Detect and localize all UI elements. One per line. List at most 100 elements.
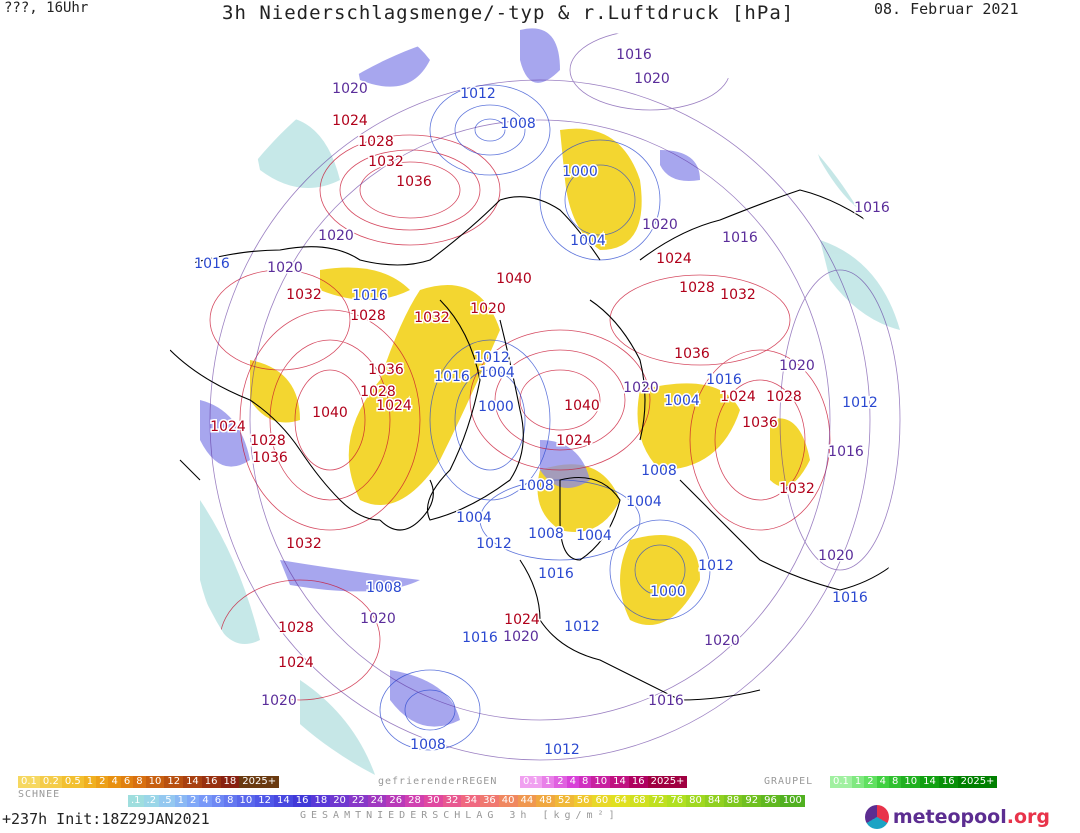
isobar-label: 1008 [410, 737, 446, 753]
isobar-label: 1024 [504, 612, 540, 628]
isobar-label: 1016 [722, 230, 758, 246]
legend-swatch: 4 [108, 776, 121, 788]
legend-swatch: 1 [541, 776, 555, 788]
legend-swatch: 64 [611, 795, 630, 807]
isobar-labels: 1020 1012 1016 1020 1024 1008 1028 1032 1036 1000… [193, 46, 892, 760]
logo-text: meteopool [892, 806, 1007, 828]
legend-swatch: 14 [183, 776, 202, 788]
isobar-label: 1016 [194, 256, 230, 272]
legend-swatch: 12 [164, 776, 184, 788]
isobar-label: 1004 [570, 233, 606, 249]
legend-swatch: 14 [920, 776, 939, 788]
isobar-label: 1024 [720, 389, 756, 405]
isobar-label: 1000 [478, 399, 514, 415]
legend-swatch: 14 [610, 776, 629, 788]
legend-swatch: 80 [686, 795, 705, 807]
isobar-label: 1028 [679, 280, 715, 296]
isobar-label: 1012 [460, 86, 496, 102]
isobar-label: 1020 [818, 548, 854, 564]
isobar-lines-low [379, 84, 711, 751]
isobar-label: 1028 [278, 620, 314, 636]
legend-swatch: 52 [555, 795, 574, 807]
isobar-label: 1024 [376, 398, 412, 414]
isobar-label: 1036 [252, 450, 288, 466]
isobar-label: 1012 [474, 350, 510, 366]
legend-swatch: 48 [536, 795, 555, 807]
graupel-legend-title: GRAUPEL [764, 776, 814, 787]
legend-swatch: .5 [159, 795, 175, 807]
legend-swatch: 0.1 [18, 776, 40, 788]
isobar-label: 1040 [564, 398, 600, 414]
graupel-legend: 0.1 1 2 4 8 10 14 16 2025+ [830, 776, 998, 788]
isobar-label: 1032 [286, 287, 322, 303]
snow-legend: 0.1 0.2 0.5 1 2 4 6 8 10 12 14 16 18 2025+ [18, 776, 280, 788]
isobar-label: 1008 [500, 116, 536, 132]
isobar-label: 1004 [626, 494, 662, 510]
isobar-label: 1028 [360, 384, 396, 400]
legend-swatch: 10 [591, 776, 611, 788]
legend-swatch: 8 [889, 776, 902, 788]
isobar-label: 1024 [332, 113, 368, 129]
legend-swatch: 4 [876, 776, 890, 788]
isobar-label: 1020 [318, 228, 354, 244]
isobar-label: 1016 [706, 372, 742, 388]
isobar-label: 1032 [368, 154, 404, 170]
legend-swatch: 1 [851, 776, 865, 788]
legend-swatch: .1 [128, 795, 144, 807]
legend-swatch: 56 [573, 795, 593, 807]
legend-swatch: 2 [554, 776, 567, 788]
isobar-label: 1004 [576, 528, 612, 544]
isobar-label: 1024 [210, 419, 246, 435]
legend-swatch: 1 [83, 776, 97, 788]
meteopool-logo-icon [864, 805, 889, 829]
isobar-label: 1028 [766, 389, 802, 405]
legend-swatch: 10 [901, 776, 921, 788]
legend-swatch: 32 [442, 795, 462, 807]
isobar-label: 1012 [698, 558, 734, 574]
isobar-label: 1020 [360, 611, 396, 627]
legend-swatch: 8 [224, 795, 237, 807]
legend-swatch: 40 [498, 795, 518, 807]
forecast-date: 08. Februar 2021 [874, 0, 1019, 18]
map-title: 3h Niederschlagsmenge/-typ & r.Luftdruck… [222, 2, 795, 24]
legend-swatch: 6 [211, 795, 225, 807]
isobar-label: 1036 [368, 362, 404, 378]
total-precip-legend: .1.2.5 1 2 4 6 8 10 12 14 16 18 20 22 24 26 28 30 32 34 36 4… [128, 795, 805, 807]
isobar-label: 1024 [556, 433, 592, 449]
legend-swatch: 28 [405, 795, 424, 807]
meteopool-logo[interactable]: meteopool .org [864, 805, 1050, 829]
isobar-label: 1016 [648, 693, 684, 709]
isobar-label: 1020 [470, 301, 506, 317]
isobar-label: 1012 [564, 619, 600, 635]
isobar-label: 1000 [562, 164, 598, 180]
legend-swatch: 10 [145, 776, 165, 788]
legend-swatch: 20 [330, 795, 349, 807]
valid-time-label: ???, 16Uhr [4, 0, 89, 16]
legend-swatch: .2 [143, 795, 160, 807]
legend-swatch: 36 [480, 795, 499, 807]
isobar-label: 1004 [664, 393, 700, 409]
total-precip-legend-title: GESAMTNIEDERSCHLAG 3h [kg/m²] [300, 810, 620, 821]
isobar-label: 1032 [286, 536, 322, 552]
isobar-label: 1020 [704, 633, 740, 649]
isobar-label: 1028 [350, 308, 386, 324]
legend-swatch: 30 [423, 795, 443, 807]
legend-swatch: 2025+ [957, 776, 998, 788]
legend-swatch: 4 [199, 795, 212, 807]
isobar-label: 1016 [538, 566, 574, 582]
legend-swatch: 22 [348, 795, 368, 807]
isobar-label: 1016 [462, 630, 498, 646]
isobar-label: 1020 [623, 380, 659, 396]
isobar-label: 1012 [476, 536, 512, 552]
isobar-label: 1004 [479, 365, 515, 381]
legend-swatch: 12 [255, 795, 274, 807]
isobar-label: 1020 [634, 71, 670, 87]
legend-swatch: 0.1 [520, 776, 542, 788]
legend-swatch: 88 [723, 795, 743, 807]
legend-swatch: 18 [311, 795, 331, 807]
legend-swatch: 2025+ [647, 776, 688, 788]
isobar-label: 1008 [366, 580, 402, 596]
isobar-label: 1028 [358, 134, 394, 150]
isobar-label: 1020 [332, 81, 368, 97]
